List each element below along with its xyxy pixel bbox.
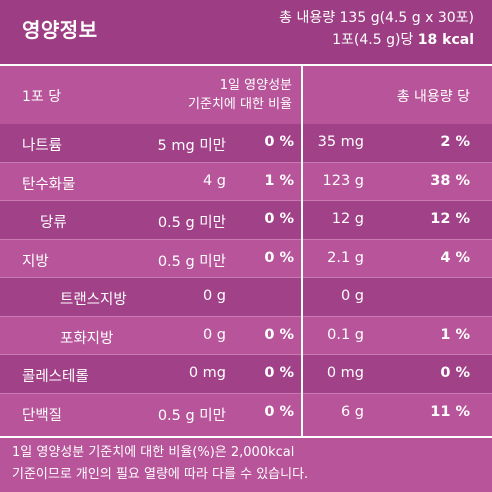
nutrient-total-daily-value: 1 % bbox=[440, 326, 470, 343]
nutrient-total-daily-value: 2 % bbox=[440, 134, 470, 150]
nutrient-total-amount: 0 g bbox=[340, 288, 364, 304]
nutrient-name: 당류 bbox=[40, 215, 67, 231]
nutrient-amount: 0.5 g 미만 bbox=[157, 253, 226, 270]
nutrient-amount: 0.5 g 미만 bbox=[157, 215, 226, 231]
table-row: 나트륨 5 mg 미만 0 % 35 mg 2 % bbox=[0, 124, 492, 163]
row-divider bbox=[0, 354, 492, 355]
total-content-info: 총 내용량 135 g(4.5 g x 30포) 1포(4.5 g)당 18 k… bbox=[279, 7, 474, 51]
footnote-line2: 기준이므로 개인의 필요 열량에 따라 다를 수 있습니다. bbox=[12, 467, 309, 482]
per-serving-header: 1포 당 bbox=[22, 89, 62, 105]
nutrient-amount: 0 mg bbox=[188, 365, 226, 381]
nutrition-header: 영양정보 총 내용량 135 g(4.5 g x 30포) 1포(4.5 g)당… bbox=[0, 0, 492, 66]
nutrient-total-amount: 0.1 g bbox=[327, 326, 364, 343]
calories-value: 18 kcal bbox=[417, 32, 474, 48]
row-divider bbox=[0, 161, 492, 163]
daily-value-header: 1일 영양성분 기준치에 대한 비율 bbox=[150, 76, 292, 114]
nutrient-amount: 4 g bbox=[202, 172, 226, 189]
footnote: 1일 영양성분 기준치에 대한 비율(%)은 2,000kcal 기준이므로 개… bbox=[0, 436, 492, 492]
table-row: 콜레스테롤 0 mg 0 % 0 mg 0 % bbox=[0, 355, 492, 394]
table-row: 단백질 0.5 g 미만 0 % 6 g 11 % bbox=[0, 393, 492, 432]
serving-calories-line: 1포(4.5 g)당 18 kcal bbox=[279, 29, 474, 51]
nutrient-daily-value: 1 % bbox=[264, 172, 294, 189]
nutrient-daily-value: 0 % bbox=[264, 249, 294, 266]
nutrient-daily-value: 0 % bbox=[264, 403, 294, 420]
nutrition-title: 영양정보 bbox=[22, 18, 98, 42]
nutrient-name: 나트륨 bbox=[22, 138, 63, 154]
row-divider bbox=[0, 392, 492, 394]
nutrient-table: 나트륨 5 mg 미만 0 % 35 mg 2 % 탄수화물 4 g 1 % 1… bbox=[0, 124, 492, 432]
nutrient-total-daily-value: 0 % bbox=[440, 365, 470, 381]
nutrient-total-amount: 6 g bbox=[340, 403, 364, 420]
nutrient-total-daily-value: 4 % bbox=[440, 249, 470, 266]
daily-value-header-line2: 기준치에 대한 비율 bbox=[188, 97, 292, 112]
nutrient-total-amount: 35 mg bbox=[317, 134, 364, 150]
row-divider bbox=[0, 200, 492, 201]
total-content-header: 총 내용량 당 bbox=[396, 89, 470, 105]
nutrient-amount: 0 g bbox=[202, 288, 226, 304]
table-row: 트랜스지방 0 g 0 g bbox=[0, 278, 492, 317]
nutrient-total-amount: 123 g bbox=[322, 172, 365, 189]
column-header-row: 1포 당 1일 영양성분 기준치에 대한 비율 총 내용량 당 bbox=[0, 66, 492, 124]
nutrient-name: 포화지방 bbox=[60, 330, 114, 347]
nutrient-daily-value: 0 % bbox=[264, 365, 294, 381]
row-divider bbox=[0, 238, 492, 240]
nutrient-name: 단백질 bbox=[22, 407, 63, 424]
total-content-line: 총 내용량 135 g(4.5 g x 30포) bbox=[279, 10, 474, 26]
nutrient-total-amount: 12 g bbox=[331, 211, 364, 227]
nutrient-total-daily-value: 12 % bbox=[430, 211, 470, 227]
table-row: 탄수화물 4 g 1 % 123 g 38 % bbox=[0, 162, 492, 201]
nutrient-daily-value: 0 % bbox=[264, 134, 294, 150]
nutrient-daily-value: 0 % bbox=[264, 326, 294, 343]
nutrient-name: 콜레스테롤 bbox=[22, 369, 89, 385]
daily-value-header-line1: 1일 영양성분 bbox=[219, 78, 292, 93]
table-row: 지방 0.5 g 미만 0 % 2.1 g 4 % bbox=[0, 239, 492, 278]
nutrient-amount: 5 mg 미만 bbox=[157, 138, 226, 154]
nutrient-total-daily-value: 11 % bbox=[430, 403, 470, 420]
nutrient-total-amount: 0 mg bbox=[326, 365, 364, 381]
row-divider bbox=[0, 315, 492, 317]
table-row: 포화지방 0 g 0 % 0.1 g 1 % bbox=[0, 316, 492, 355]
nutrient-total-daily-value: 38 % bbox=[430, 172, 470, 189]
table-row: 당류 0.5 g 미만 0 % 12 g 12 % bbox=[0, 201, 492, 240]
nutrient-amount: 0.5 g 미만 bbox=[157, 407, 226, 424]
nutrient-amount: 0 g bbox=[202, 326, 226, 343]
serving-size-label: 1포(4.5 g)당 bbox=[332, 32, 414, 48]
column-divider bbox=[301, 66, 303, 436]
row-divider bbox=[0, 277, 492, 278]
nutrient-daily-value: 0 % bbox=[264, 211, 294, 227]
nutrient-total-amount: 2.1 g bbox=[327, 249, 364, 266]
nutrient-name: 트랜스지방 bbox=[60, 292, 127, 308]
nutrient-name: 탄수화물 bbox=[22, 176, 76, 193]
nutrient-name: 지방 bbox=[22, 253, 49, 270]
footnote-line1: 1일 영양성분 기준치에 대한 비율(%)은 2,000kcal bbox=[12, 445, 295, 460]
